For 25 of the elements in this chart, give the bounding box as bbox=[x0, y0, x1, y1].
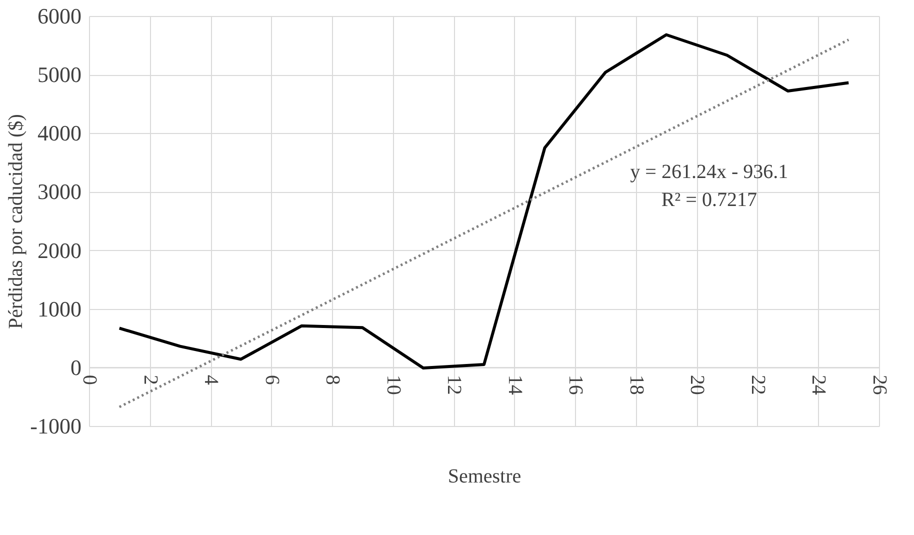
y-tick-label: 3000 bbox=[38, 179, 82, 204]
x-tick-label: 0 bbox=[78, 374, 100, 385]
x-tick-label: 16 bbox=[564, 374, 587, 395]
x-tick-label: 24 bbox=[808, 374, 830, 395]
x-tick-label: 4 bbox=[200, 374, 222, 385]
y-tick-label: -1000 bbox=[30, 414, 82, 438]
x-tick-label: 10 bbox=[382, 374, 404, 395]
x-tick-label: 2 bbox=[139, 374, 162, 385]
x-axis-title: Semestre bbox=[448, 466, 522, 488]
y-axis-title: Pérdidas por caducidad ($) bbox=[5, 114, 28, 329]
x-tick-label: 12 bbox=[443, 374, 466, 395]
y-tick-label: 1000 bbox=[38, 296, 82, 322]
annotation: R² = 0.7217 bbox=[661, 188, 757, 211]
x-tick-label: 18 bbox=[625, 374, 648, 395]
annotation: y = 261.24x - 936.1 bbox=[630, 160, 788, 183]
x-tick-label: 6 bbox=[260, 374, 283, 385]
x-tick-label: 26 bbox=[868, 374, 890, 395]
x-tick-label: 14 bbox=[504, 374, 526, 395]
x-tick-label: 22 bbox=[746, 374, 769, 395]
y-tick-label: 6000 bbox=[38, 4, 82, 28]
y-tick-label: 2000 bbox=[38, 238, 82, 263]
y-tick-label: 4000 bbox=[38, 120, 82, 146]
x-tick-label: 20 bbox=[686, 374, 708, 395]
x-tick-label: 8 bbox=[322, 374, 344, 385]
y-tick-label: 5000 bbox=[38, 62, 82, 88]
